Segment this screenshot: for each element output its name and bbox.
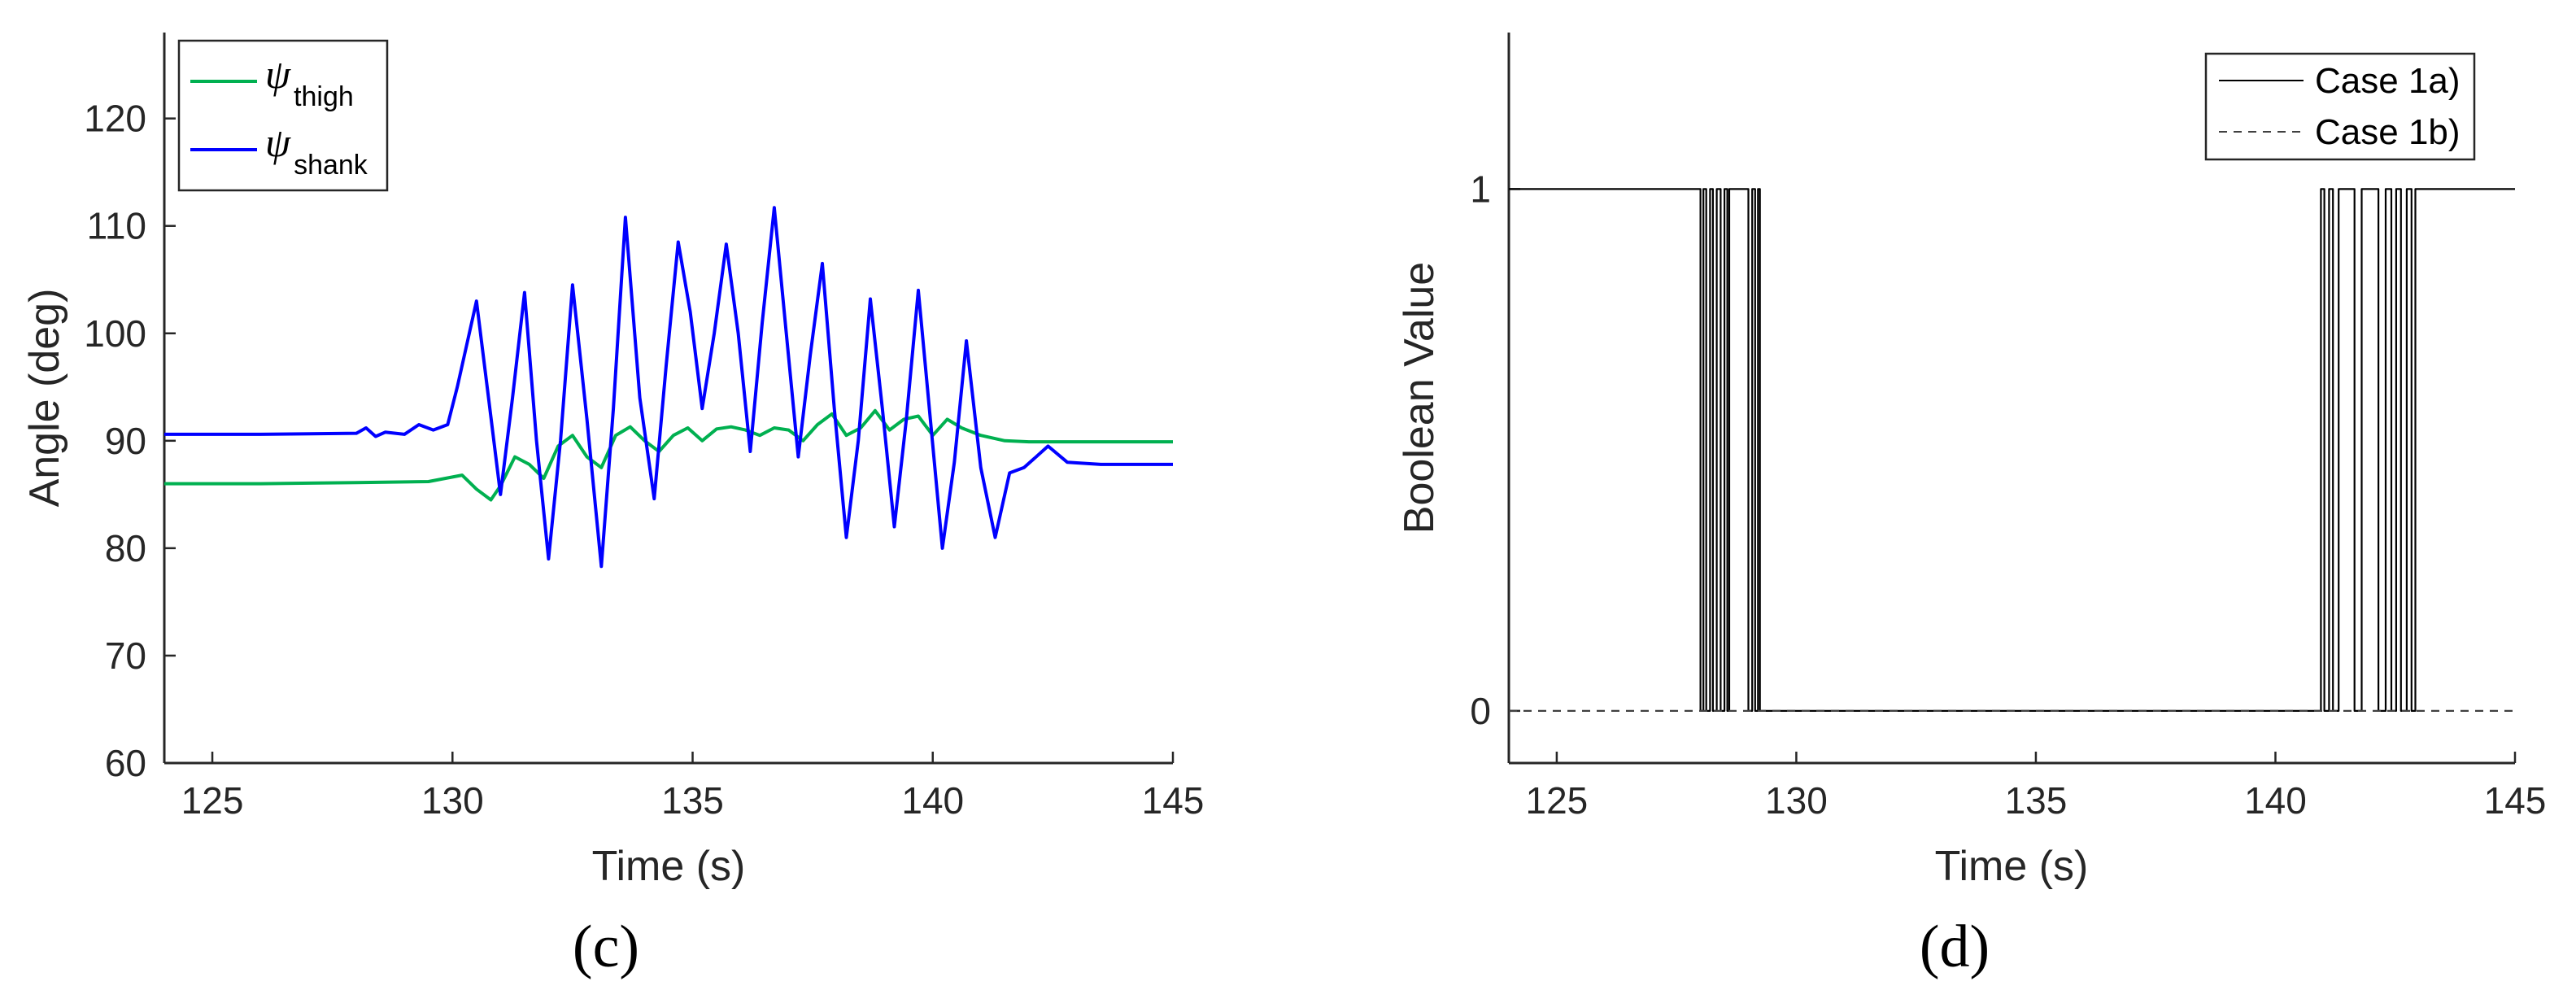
y-tick-label-c-70: 70 (105, 635, 146, 677)
plot-area-c (163, 33, 1173, 765)
x-tick-label-d-130: 130 (1765, 779, 1828, 822)
panel-label-d: (d) (1920, 914, 1990, 980)
x-tick-label-d-140: 140 (2244, 779, 2307, 822)
legend-c-symbol-shank: ψ (265, 120, 291, 165)
x-tick-label-d-135: 135 (2005, 779, 2068, 822)
y-tick-label-d-0: 0 (1470, 690, 1491, 732)
x-axis-label-d: Time (s) (1935, 843, 2089, 890)
x-ticks-d: 125 130 135 140 145 (1526, 752, 2547, 822)
legend-c-label-shank: ψ shank (265, 120, 368, 181)
legend-d-item-case1a: Case 1a) (2219, 61, 2460, 101)
legend-c-sub-shank: shank (294, 150, 368, 181)
x-tick-label-c-140: 140 (901, 779, 964, 822)
legend-d-box (2204, 52, 2476, 161)
x-tick-label-d-125: 125 (1526, 779, 1589, 822)
x-tick-label-c-145: 145 (1142, 779, 1205, 822)
legend-c-sub-thigh: thigh (294, 81, 354, 112)
x-tick-label-c-130: 130 (421, 779, 484, 822)
chart-c: 125 130 135 140 145 60 70 80 90 100 110 120 Time (… (21, 33, 1204, 980)
x-tick-label-c-125: 125 (181, 779, 244, 822)
legend-c-symbol-thigh: ψ (265, 51, 291, 97)
y-tick-label-c-90: 90 (105, 420, 146, 462)
y-tick-label-c-60: 60 (105, 742, 146, 784)
y-ticks-d: 01 (1470, 168, 1520, 732)
y-tick-label-d-1: 1 (1470, 168, 1491, 210)
legend-c-item-thigh: ψ thigh (190, 51, 354, 112)
legend-d-item-case1b: Case 1b) (2219, 112, 2460, 152)
chart-d: 125 130 135 140 145 01 Time (s) Boolean Valu… (1396, 33, 2546, 980)
y-tick-label-c-80: 80 (105, 527, 146, 569)
y-tick-label-c-100: 100 (84, 312, 146, 355)
x-tick-label-c-135: 135 (661, 779, 724, 822)
x-ticks-c: 125 130 135 140 145 (181, 752, 1205, 822)
y-ticks-c: 60 70 80 90 100 110 120 (84, 98, 176, 784)
legend-c: ψ thigh ψ shank (177, 39, 389, 192)
legend-d: Case 1a) Case 1b) (2204, 52, 2476, 161)
legend-c-item-shank: ψ shank (190, 120, 368, 181)
series-line-c-0 (164, 408, 1173, 502)
y-axis-label-c: Angle (deg) (21, 289, 68, 508)
legend-c-label-thigh: ψ thigh (265, 51, 354, 112)
series-d (1509, 188, 2515, 713)
panel-label-c: (c) (573, 914, 639, 980)
y-axis-label-d: Boolean Value (1396, 262, 1443, 534)
legend-d-label-case1b: Case 1b) (2315, 112, 2460, 152)
x-tick-label-d-145: 145 (2484, 779, 2547, 822)
legend-d-label-case1a: Case 1a) (2315, 61, 2460, 101)
legend-c-box (177, 39, 389, 192)
series-c (164, 206, 1173, 569)
series-line-c-1 (164, 206, 1173, 569)
y-tick-label-c-110: 110 (87, 205, 146, 247)
x-axis-label-c: Time (s) (592, 843, 746, 890)
series-line-d-0 (1509, 188, 2515, 713)
plot-area-d (1507, 33, 2515, 765)
y-tick-label-c-120: 120 (84, 98, 146, 140)
